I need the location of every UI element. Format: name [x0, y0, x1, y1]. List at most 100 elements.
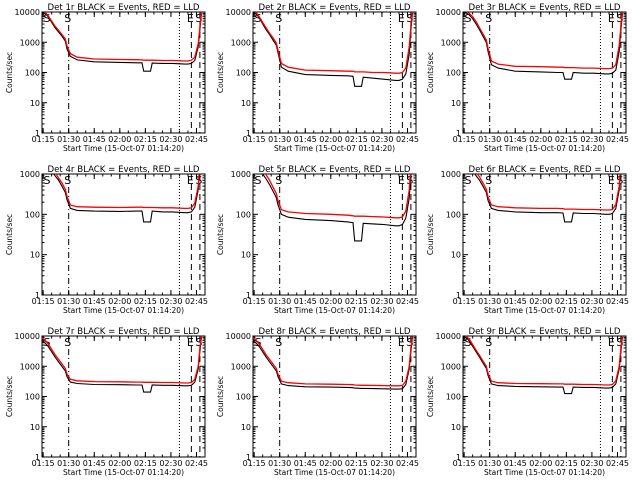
x-tick-label: 02:45 — [185, 135, 208, 144]
x-tick-label: 02:15 — [345, 459, 368, 468]
lld-series-line — [254, 12, 414, 74]
y-axis-label: Counts/sec — [426, 214, 435, 255]
x-tick-label: 02:30 — [159, 297, 182, 306]
lld-series-line — [264, 174, 412, 219]
y-tick-label: 1 — [246, 291, 251, 300]
marker-label-s: S — [485, 336, 492, 349]
y-tick-label: 100 — [25, 393, 40, 402]
panel-title: Det 2r BLACK = Events, RED = LLD — [258, 3, 410, 13]
x-tick-label: 01:30 — [268, 459, 291, 468]
y-tick-label: 1 — [456, 291, 461, 300]
marker-label-start: S — [465, 12, 472, 25]
panel-title: Det 7r BLACK = Events, RED = LLD — [47, 327, 199, 337]
x-tick-label: 02:15 — [555, 459, 578, 468]
marker-label-e: E — [398, 12, 405, 25]
lld-series-line — [476, 174, 621, 211]
detector-panel-9: Det 9r BLACK = Events, RED = LLD 1 10 100 10… — [426, 327, 629, 477]
x-tick-label: 02:45 — [396, 297, 419, 306]
x-tick-label: 01:15 — [453, 297, 476, 306]
marker-label-e: E — [187, 336, 194, 349]
y-tick-label: 1000 — [441, 362, 461, 371]
x-tick-label: 01:30 — [268, 135, 291, 144]
plot-frame — [41, 11, 206, 134]
y-tick-label: 10000 — [15, 8, 40, 17]
x-tick-label: 02:00 — [319, 459, 342, 468]
x-tick-label: 02:00 — [529, 135, 552, 144]
x-tick-label: 02:00 — [108, 135, 131, 144]
y-tick-label: 10000 — [226, 332, 251, 341]
marker-label-e: E — [187, 174, 194, 187]
x-tick-label: 01:15 — [32, 135, 55, 144]
x-tick-label: 01:45 — [504, 459, 527, 468]
x-axis-label: Start Time (15-Oct-07 01:14:20) — [63, 306, 184, 315]
y-tick-label: 1 — [456, 453, 461, 462]
x-tick-label: 01:15 — [32, 459, 55, 468]
x-tick-label: 02:45 — [396, 459, 419, 468]
x-tick-label: 02:30 — [370, 297, 393, 306]
events-series-line — [253, 12, 414, 87]
y-tick-label: 1000 — [20, 38, 40, 47]
marker-label-s: S — [275, 174, 282, 187]
y-tick-label: 100 — [236, 393, 251, 402]
panel-title: Det 9r BLACK = Events, RED = LLD — [468, 327, 620, 337]
detector-panel-5: Det 5r BLACK = Events, RED = LLD 1 10 100 10… — [216, 165, 419, 315]
y-tick-label: 1000 — [20, 362, 40, 371]
y-axis-label: Counts/sec — [216, 376, 225, 417]
plot-frame — [252, 335, 417, 458]
x-tick-label: 02:15 — [555, 135, 578, 144]
x-tick-label: 01:15 — [243, 135, 266, 144]
x-axis-label: Start Time (15-Oct-07 01:14:20) — [274, 144, 395, 153]
y-tick-label: 100 — [446, 210, 461, 219]
y-tick-label: 100 — [446, 393, 461, 402]
x-tick-label: 01:15 — [32, 297, 55, 306]
marker-label-s: S — [616, 336, 623, 349]
x-tick-label: 01:45 — [83, 297, 106, 306]
lld-series-line — [464, 336, 623, 386]
x-tick-label: 01:15 — [453, 135, 476, 144]
x-tick-label: 02:00 — [108, 459, 131, 468]
panel-title: Det 1r BLACK = Events, RED = LLD — [47, 3, 199, 13]
y-tick-label: 1000 — [441, 38, 461, 47]
marker-label-start: S — [44, 174, 51, 187]
y-tick-label: 10 — [241, 251, 251, 260]
y-tick-label: 1 — [246, 129, 251, 138]
detector-panel-6: Det 6r BLACK = Events, RED = LLD 1 10 100 10… — [426, 165, 629, 315]
panel-title: Det 8r BLACK = Events, RED = LLD — [258, 327, 410, 337]
x-tick-label: 02:00 — [529, 459, 552, 468]
marker-label-s: S — [64, 336, 71, 349]
x-tick-label: 02:15 — [134, 297, 157, 306]
events-series-line — [42, 336, 203, 393]
plot-frame — [41, 173, 206, 296]
events-series-line — [463, 336, 624, 395]
x-tick-label: 02:30 — [159, 135, 182, 144]
y-tick-label: 1000 — [20, 170, 40, 179]
marker-label-start: S — [465, 174, 472, 187]
y-tick-label: 1000 — [231, 170, 251, 179]
y-axis-label: Counts/sec — [426, 376, 435, 417]
detector-panel-2: Det 2r BLACK = Events, RED = LLD 1 10 100 10… — [216, 3, 419, 153]
x-axis-label: Start Time (15-Oct-07 01:14:20) — [484, 306, 605, 315]
marker-label-s: S — [485, 12, 492, 25]
x-tick-label: 02:30 — [580, 297, 603, 306]
events-series-line — [463, 12, 624, 80]
x-tick-label: 02:45 — [606, 459, 629, 468]
plot-frame — [462, 173, 627, 296]
x-tick-label: 02:00 — [529, 297, 552, 306]
x-tick-label: 01:30 — [478, 297, 501, 306]
y-tick-label: 10 — [451, 251, 461, 260]
x-tick-label: 02:15 — [134, 459, 157, 468]
y-tick-label: 1 — [35, 291, 40, 300]
marker-label-s: S — [64, 12, 71, 25]
marker-label-s: S — [406, 12, 413, 25]
marker-label-start: S — [255, 174, 262, 187]
y-tick-label: 1000 — [231, 362, 251, 371]
x-tick-label: 01:45 — [83, 135, 106, 144]
y-axis-label: Counts/sec — [216, 214, 225, 255]
y-tick-label: 100 — [236, 210, 251, 219]
x-tick-label: 02:15 — [345, 135, 368, 144]
x-tick-label: 02:15 — [134, 135, 157, 144]
x-tick-label: 02:45 — [185, 297, 208, 306]
detector-panel-4: Det 4r BLACK = Events, RED = LLD 1 10 100 10… — [5, 165, 208, 315]
y-tick-label: 100 — [236, 69, 251, 78]
